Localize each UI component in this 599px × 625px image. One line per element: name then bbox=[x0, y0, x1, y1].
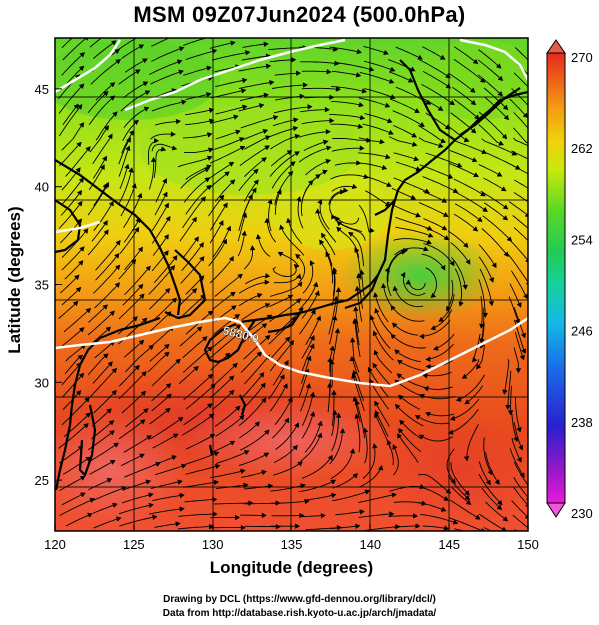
x-tick-label: 140 bbox=[359, 537, 381, 552]
x-tick-label: 150 bbox=[517, 537, 539, 552]
credit-data: Data from http://database.rish.kyoto-u.a… bbox=[162, 608, 437, 619]
x-axis-label: Longitude (degrees) bbox=[209, 558, 374, 577]
colorbar-tick-label: 238 bbox=[571, 415, 593, 430]
credit-drawing: Drawing by DCL (https://www.gfd-dennou.o… bbox=[163, 594, 436, 605]
y-tick-label: 25 bbox=[35, 473, 49, 488]
colorbar: 270 262 254 246 238 230 bbox=[546, 39, 593, 521]
colorbar-top-arrow bbox=[546, 39, 566, 54]
colorbar-tick-label: 262 bbox=[571, 141, 593, 156]
x-tick-label: 135 bbox=[281, 537, 303, 552]
x-tick-label: 125 bbox=[123, 537, 145, 552]
colorbar-tick-label: 230 bbox=[571, 506, 593, 521]
y-tick-label: 40 bbox=[35, 180, 49, 195]
x-tick-label: 120 bbox=[44, 537, 66, 552]
x-tick-label: 145 bbox=[438, 537, 460, 552]
y-tick-labels: 25 30 35 40 45 bbox=[35, 82, 62, 488]
x-ticks bbox=[54, 524, 529, 531]
colorbar-tick-label: 254 bbox=[571, 232, 593, 247]
x-tick-label: 130 bbox=[202, 537, 224, 552]
y-tick-label: 45 bbox=[35, 82, 49, 97]
temperature-field: 5880.0 bbox=[55, 38, 528, 531]
y-tick-label: 30 bbox=[35, 375, 49, 390]
colorbar-tick-label: 270 bbox=[571, 50, 593, 65]
colorbar-bottom-arrow bbox=[546, 502, 566, 518]
y-axis-label: Latitude (degrees) bbox=[5, 206, 24, 354]
grid-lines bbox=[55, 38, 528, 531]
coastlines bbox=[55, 59, 528, 491]
chart-title: MSM 09Z07Jun2024 (500.0hPa) bbox=[133, 2, 466, 27]
colorbar-scale bbox=[546, 52, 566, 504]
x-tick-labels: 120 125 130 135 140 145 150 bbox=[44, 537, 539, 552]
y-tick-label: 35 bbox=[35, 278, 49, 293]
colorbar-tick-label: 246 bbox=[571, 324, 593, 339]
